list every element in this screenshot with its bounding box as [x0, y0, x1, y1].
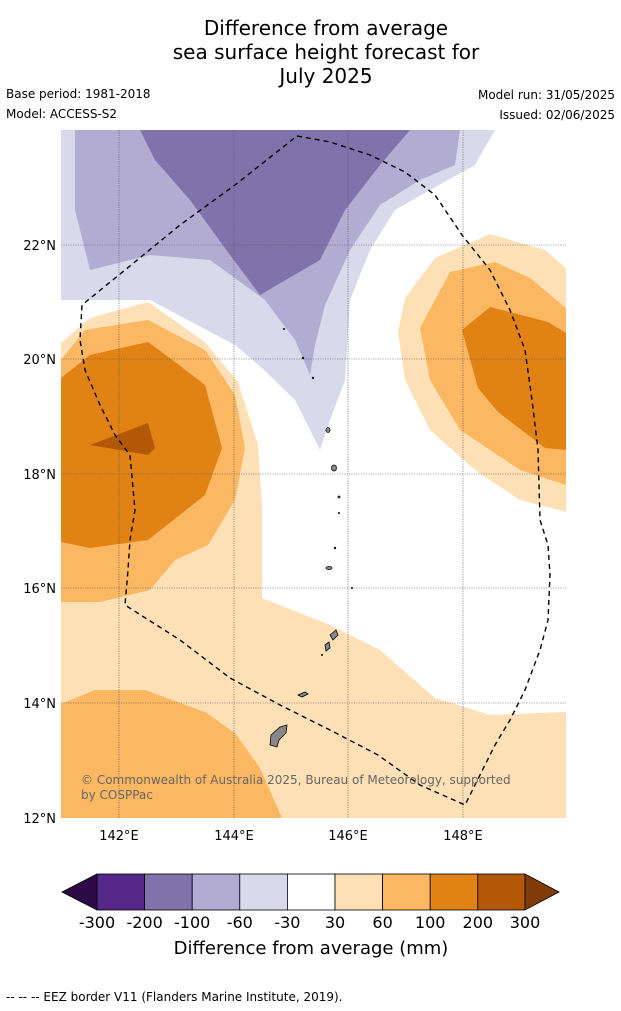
colorbar-title: Difference from average (mm) [174, 938, 449, 959]
base-period-label: Base period: 1981-2018 [6, 87, 151, 101]
colorbar-bin-neg-60 [191, 873, 241, 911]
colorbar-extend-low [61, 873, 98, 911]
island-rota [297, 691, 309, 698]
colorbar [61, 873, 560, 911]
island-alamagan [337, 495, 341, 499]
colorbar-label-pos-300: 300 [510, 913, 541, 932]
colorbar-label-pos-60: 60 [372, 913, 392, 932]
y-tick-20n: 20°N [23, 353, 56, 368]
x-tick-144e: 144°E [214, 829, 254, 844]
y-tick-22n: 22°N [23, 239, 56, 254]
colorbar-label-neg-60: -60 [227, 913, 253, 932]
y-tick-12n: 12°N [23, 812, 56, 827]
colorbar-label-neg-100: -100 [174, 913, 210, 932]
colorbar-label-pos-100: 100 [415, 913, 446, 932]
colorbar-labels: -300 -200 -100 -60 -30 30 60 100 200 300… [79, 913, 540, 959]
colorbar-bin-pos-30 [334, 873, 383, 911]
colorbar-label-neg-30: -30 [274, 913, 300, 932]
title-line-1: Difference from average [203, 16, 449, 40]
x-tick-146e: 146°E [328, 829, 368, 844]
y-tick-14n: 14°N [23, 697, 56, 712]
y-axis: 22°N 20°N 18°N 16°N 14°N 12°N [23, 239, 56, 827]
contour-neg-100 [140, 130, 410, 295]
title-line-3: July 2025 [279, 64, 373, 88]
eez-border [79, 135, 551, 806]
y-tick-16n: 16°N [23, 582, 56, 597]
colorbar-label-pos-200: 200 [463, 913, 494, 932]
colorbar-label-pos-30: 30 [325, 913, 345, 932]
contour-pos-100-east [462, 307, 566, 450]
colorbar-bin-neg-30 [239, 873, 288, 911]
colorbar-extend-high [524, 873, 560, 911]
colorbar-bin-neg-100 [144, 873, 193, 911]
title-line-2: sea surface height forecast for [172, 40, 480, 64]
island-tinian [324, 641, 331, 652]
contour-fields: © Commonwealth of Australia 2025, Bureau… [61, 130, 566, 818]
island-maug [301, 356, 305, 360]
island-farallon-medinilla [350, 587, 353, 590]
colorbar-bin-pos-60 [382, 873, 431, 911]
x-axis: 142°E 144°E 146°E 148°E [99, 829, 483, 844]
island-asuncion [311, 376, 315, 380]
colorbar-bin-zero [286, 873, 336, 911]
island-agrihan [325, 427, 331, 433]
island-saipan [329, 629, 339, 641]
x-tick-148e: 148°E [443, 829, 483, 844]
island-anatahan [325, 566, 333, 570]
y-tick-18n: 18°N [23, 468, 56, 483]
model-label: Model: ACCESS-S2 [6, 107, 118, 121]
island-guguan [333, 546, 337, 550]
colorbar-label-neg-200: -200 [126, 913, 162, 932]
island-pagan [331, 464, 337, 472]
colorbar-bin-pos-100 [429, 873, 479, 911]
eez-footnote: -- -- -- EEZ border V11 (Flanders Marine… [6, 990, 343, 1004]
colorbar-bin-neg-200 [96, 873, 145, 911]
model-run-label: Model run: 31/05/2025 [477, 88, 615, 102]
island-guam [269, 724, 288, 748]
map-title: Difference from average sea surface heig… [0, 16, 621, 88]
island-cocos [320, 654, 323, 657]
island-farallon [282, 327, 285, 330]
graticule [61, 130, 566, 818]
x-tick-142e: 142°E [99, 829, 139, 844]
contour-pos-200-west [90, 423, 155, 455]
island-sarigan [337, 512, 340, 515]
issued-label: Issued: 02/06/2025 [499, 108, 615, 122]
copyright-line-2: by COSPPac [81, 788, 153, 802]
copyright-line-1: © Commonwealth of Australia 2025, Bureau… [81, 773, 511, 787]
colorbar-bin-pos-200 [477, 873, 526, 911]
colorbar-label-neg-300: -300 [79, 913, 115, 932]
contour-pos-60-south [61, 690, 282, 818]
islands [269, 327, 353, 748]
